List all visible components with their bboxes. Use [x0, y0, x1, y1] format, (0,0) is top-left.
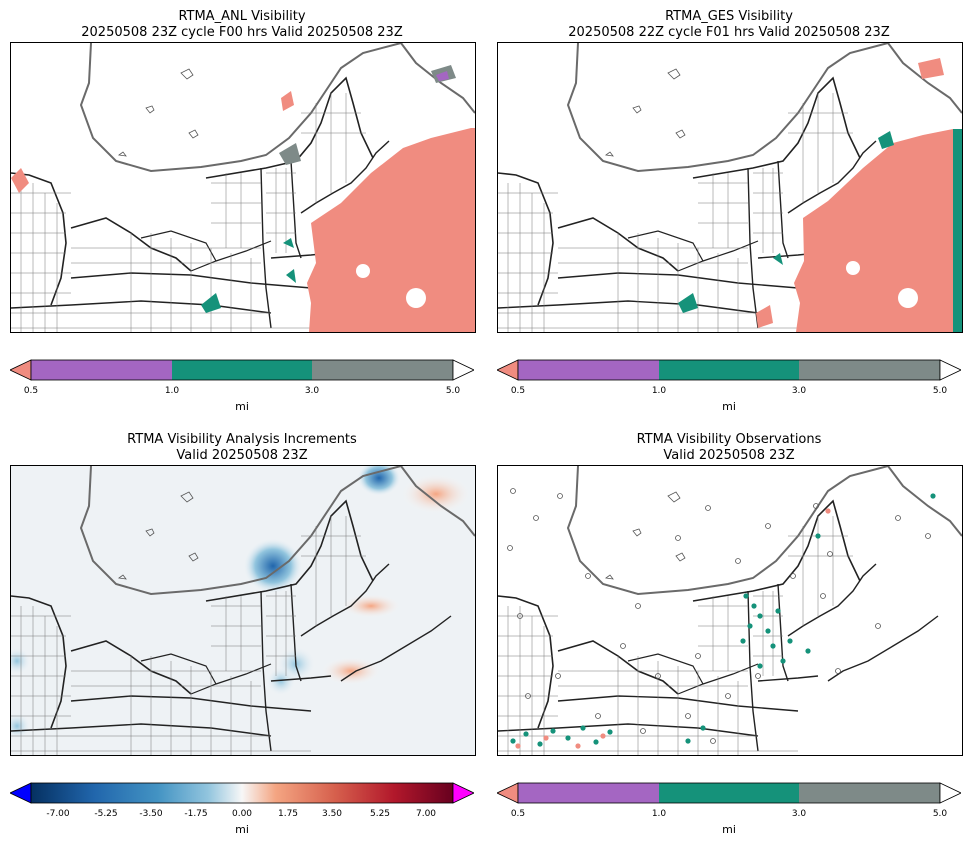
inc-title-line2: Valid 20250508 23Z [176, 448, 308, 463]
inc-cbar-tick-6: 3.50 [321, 809, 343, 819]
inc-cbar-tick-1: -5.25 [94, 809, 118, 819]
inc-map [10, 465, 476, 756]
obs-cbar-tick-3: 5.0 [932, 809, 948, 819]
anl-colorbar: 0.5 1.0 3.0 5.0 mi [9, 359, 475, 419]
inc-cbar-tick-3: -1.75 [184, 809, 208, 819]
obs-title: RTMA Visibility Observations Valid 20250… [497, 432, 961, 464]
ges-cbar-tick-2: 3.0 [791, 386, 807, 396]
inc-cbar-under [9, 782, 32, 804]
obs-cbar-over [939, 782, 962, 804]
inc-cbar-tick-7: 5.25 [369, 809, 391, 819]
inc-cbar-tick-5: 1.75 [277, 809, 299, 819]
ges-cbar-seg2 [659, 360, 799, 380]
obs-cbar-seg3 [799, 783, 940, 803]
obs-map [497, 465, 963, 756]
ges-cbar-over [939, 359, 962, 381]
obs-cbar-tick-0: 0.5 [510, 809, 526, 819]
obs-cbar-under [496, 782, 519, 804]
ges-colorbar: 0.5 1.0 3.0 5.0 mi [496, 359, 962, 419]
ges-cbar-under [496, 359, 519, 381]
obs-title-line1: RTMA Visibility Observations [636, 432, 822, 447]
inc-cbar-unit: mi [235, 823, 249, 836]
ges-cbar-tick-0: 0.5 [510, 386, 526, 396]
inc-cbar-over [452, 782, 475, 804]
anl-cbar-under [9, 359, 32, 381]
obs-cbar-tick-1: 1.0 [651, 809, 667, 819]
inc-cbar-tick-8: 7.00 [415, 809, 437, 819]
ges-title-line2: 20250508 22Z cycle F01 hrs Valid 2025050… [568, 25, 890, 40]
obs-colorbar: 0.5 1.0 3.0 5.0 mi [496, 782, 962, 842]
obs-verylow-markers [515, 508, 831, 749]
anl-cbar-tick-3: 5.0 [445, 386, 461, 396]
anl-title-line1: RTMA_ANL Visibility [178, 9, 306, 24]
inc-title: RTMA Visibility Analysis Increments Vali… [10, 432, 474, 464]
ges-cbar-seg3 [799, 360, 940, 380]
inc-cbar-tick-2: -3.50 [139, 809, 163, 819]
obs-cbar-seg2 [659, 783, 799, 803]
anl-cbar-over [452, 359, 475, 381]
inc-title-line1: RTMA Visibility Analysis Increments [127, 432, 357, 447]
ges-map [497, 42, 963, 333]
inc-cbar-gradient [30, 782, 454, 804]
ges-cbar-tick-1: 1.0 [651, 386, 667, 396]
anl-title: RTMA_ANL Visibility 20250508 23Z cycle F… [10, 9, 474, 41]
anl-cbar-seg2 [172, 360, 312, 380]
anl-map [10, 42, 476, 333]
obs-station-markers [507, 488, 931, 744]
anl-cbar-seg3 [312, 360, 453, 380]
obs-cbar-tick-2: 3.0 [791, 809, 807, 819]
inc-colorbar: -7.00 -5.25 -3.50 -1.75 0.00 1.75 3.50 5… [9, 782, 475, 842]
obs-lowvis-markers [510, 493, 936, 747]
obs-cbar-seg1 [518, 783, 659, 803]
ges-cbar-seg1 [518, 360, 659, 380]
ges-cbar-tick-3: 5.0 [932, 386, 948, 396]
obs-title-line2: Valid 20250508 23Z [663, 448, 795, 463]
anl-cbar-tick-2: 3.0 [304, 386, 320, 396]
ges-title-line1: RTMA_GES Visibility [665, 9, 793, 24]
anl-cbar-seg1 [31, 360, 172, 380]
anl-cbar-tick-0: 0.5 [23, 386, 39, 396]
anl-cbar-unit: mi [235, 400, 249, 413]
inc-cbar-tick-4: 0.00 [231, 809, 253, 819]
ges-cbar-unit: mi [722, 400, 736, 413]
anl-title-line2: 20250508 23Z cycle F00 hrs Valid 2025050… [81, 25, 403, 40]
ges-title: RTMA_GES Visibility 20250508 22Z cycle F… [497, 9, 961, 41]
obs-cbar-unit: mi [722, 823, 736, 836]
anl-cbar-tick-1: 1.0 [164, 386, 180, 396]
inc-cbar-tick-0: -7.00 [46, 809, 70, 819]
